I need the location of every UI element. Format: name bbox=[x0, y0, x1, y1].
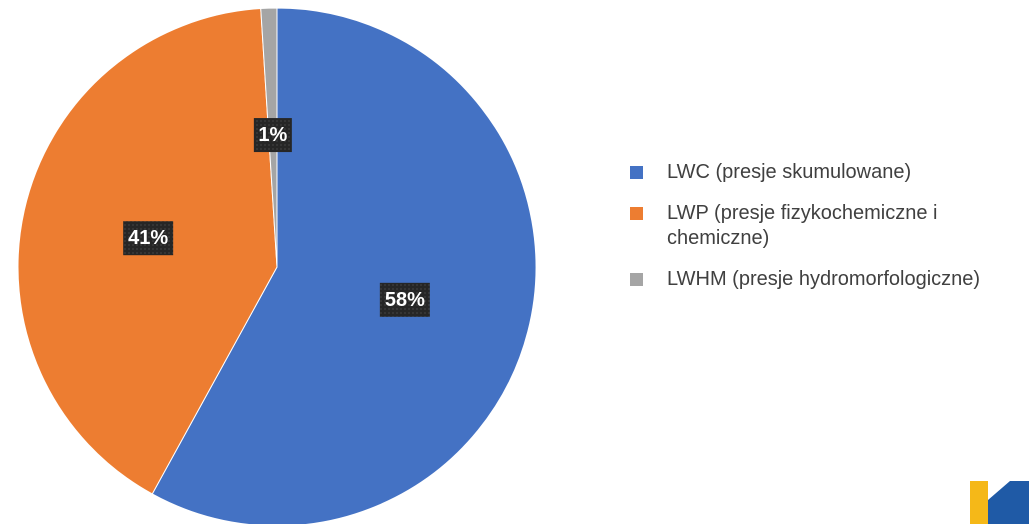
data-label-box bbox=[379, 282, 430, 317]
legend-item: LWHM (presje hydromorfologiczne) bbox=[630, 267, 1029, 292]
pie-slice bbox=[151, 7, 537, 524]
legend-swatch bbox=[630, 273, 643, 286]
legend-label: LWHM (presje hydromorfologiczne) bbox=[667, 268, 981, 290]
data-label: 41% bbox=[128, 227, 168, 249]
legend: LWC (presje skumulowane) LWP (presje fizy… bbox=[630, 160, 1029, 308]
legend-swatch bbox=[630, 166, 643, 179]
legend-label: LWP (presje fizykochemiczne i chemiczne) bbox=[667, 202, 938, 249]
legend-item: LWC (presje skumulowane) bbox=[630, 160, 1029, 185]
data-label-box bbox=[253, 118, 292, 153]
data-label: 58% bbox=[385, 289, 425, 311]
legend-item: LWP (presje fizykochemiczne i chemiczne) bbox=[630, 201, 1029, 251]
logo-blue bbox=[988, 481, 1029, 524]
data-label: 1% bbox=[258, 124, 287, 146]
legend-label: LWC (presje skumulowane) bbox=[667, 161, 912, 183]
logo-yellow bbox=[970, 481, 988, 524]
legend-swatch bbox=[630, 207, 643, 220]
data-label-box bbox=[123, 221, 174, 256]
